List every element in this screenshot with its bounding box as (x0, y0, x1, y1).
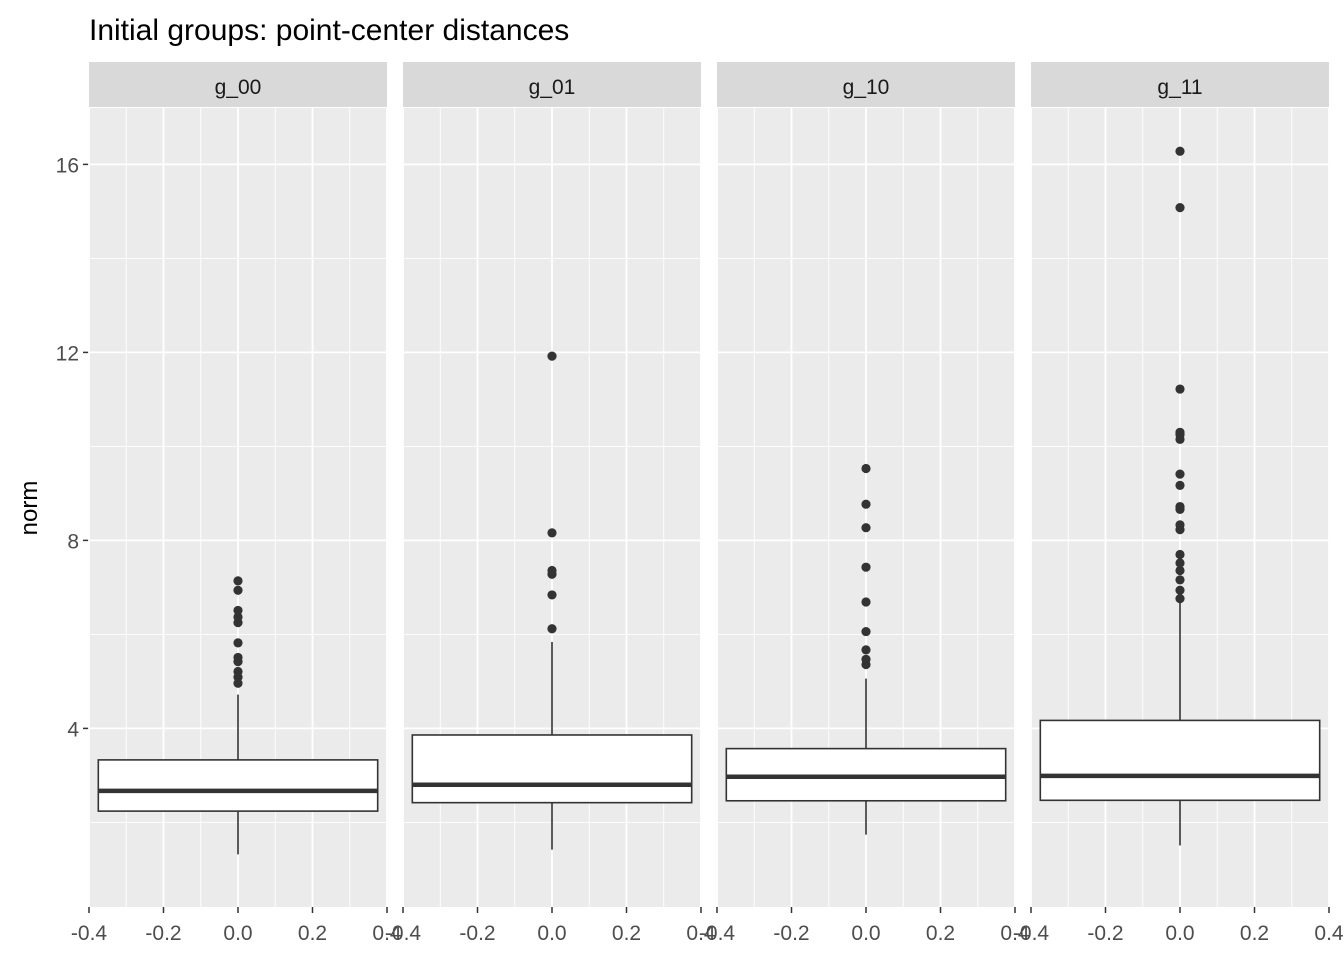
outlier-point (861, 597, 871, 607)
facet-g_10: g_10 -0.4 -0.2 0.0 0.2 0.4 (699, 62, 1030, 945)
outlier-point (861, 562, 871, 572)
y-tick-label: 12 (56, 342, 79, 365)
facet-g_01: g_01 -0.4 -0.2 0.0 0.2 0.4 (385, 62, 716, 945)
outlier-point (861, 626, 871, 637)
x-tick-label: -0.2 (773, 922, 809, 945)
outlier-point (233, 576, 243, 586)
outlier-point (233, 605, 243, 616)
outlier-point (233, 666, 243, 677)
x-tick-label: -0.2 (145, 922, 181, 945)
facet-strip (403, 62, 701, 107)
x-tick-label: 0.2 (926, 922, 955, 945)
facet-strip-label: g_10 (843, 76, 890, 99)
x-tick-label: -0.4 (71, 922, 108, 945)
facet-strip (717, 62, 1015, 107)
x-tick-label: 0.0 (1165, 922, 1194, 945)
x-tick-label: 0.0 (537, 922, 566, 945)
facet-g_11: g_11 -0.4 -0.2 0.0 0.2 0.4 (1013, 62, 1344, 945)
iqr-box (411, 734, 693, 804)
facet-strip (89, 62, 387, 107)
outlier-point (233, 612, 243, 622)
outlier-point (1175, 384, 1185, 394)
x-tick-label: -0.2 (459, 922, 495, 945)
x-tick-label: -0.4 (385, 922, 422, 945)
outlier-point (1175, 203, 1185, 213)
facet-strip-label: g_00 (215, 76, 262, 99)
outlier-point (233, 638, 243, 648)
outlier-point (547, 590, 557, 600)
outlier-point (861, 523, 871, 533)
outlier-point (233, 585, 243, 595)
outlier-point (1175, 565, 1185, 576)
outlier-point (547, 528, 557, 538)
x-tick-label: 0.0 (223, 922, 252, 945)
x-tick-label: 0.0 (851, 922, 880, 945)
outlier-point (1175, 575, 1185, 585)
outlier-point (1175, 480, 1185, 491)
x-tick-label: 0.4 (1000, 922, 1030, 945)
facet-strip-label: g_11 (1157, 76, 1202, 99)
outlier-point (1175, 501, 1185, 512)
x-tick-label: 0.4 (686, 922, 716, 945)
facet-strip-label: g_01 (529, 76, 576, 99)
outlier-point (1175, 558, 1185, 568)
outlier-point (861, 499, 871, 509)
facet-g_00: g_00 -0.4 -0.2 0.0 0.2 0.4 (71, 62, 402, 945)
iqr-box (97, 759, 379, 812)
outlier-point (1175, 146, 1185, 156)
outlier-point (233, 652, 243, 663)
x-tick-label: -0.2 (1087, 922, 1123, 945)
x-tick-label: 0.2 (1240, 922, 1269, 945)
x-tick-label: 0.4 (372, 922, 402, 945)
outlier-point (1175, 585, 1185, 595)
chart-title: Initial groups: point-center distances (89, 14, 569, 47)
outlier-point (1175, 549, 1185, 560)
x-tick-label: 0.2 (612, 922, 641, 945)
outlier-point (547, 565, 557, 576)
outlier-point (1175, 594, 1185, 604)
outlier-point (861, 654, 871, 664)
outlier-point (547, 624, 557, 634)
y-tick-label: 16 (56, 154, 79, 177)
y-tick-label: 4 (67, 718, 79, 741)
y-tick-label: 8 (67, 530, 79, 553)
facet-panels: 4 8 12 16 g_00 -0.4 -0.2 0.0 0.2 0.4 g_01 -0.4 -0.2 0… (56, 62, 1344, 945)
y-axis-label: norm (16, 481, 43, 536)
outlier-point (1175, 469, 1185, 479)
outlier-point (1175, 520, 1185, 530)
outlier-point (547, 351, 557, 361)
facet-strip (1031, 62, 1329, 107)
x-tick-label: -0.4 (699, 922, 736, 945)
outlier-point (861, 463, 871, 474)
outlier-point (861, 645, 871, 655)
outlier-point (1175, 427, 1185, 437)
x-tick-label: 0.2 (298, 922, 327, 945)
x-tick-label: -0.4 (1013, 922, 1050, 945)
iqr-box (1039, 719, 1321, 802)
x-tick-label: 0.4 (1314, 922, 1344, 945)
